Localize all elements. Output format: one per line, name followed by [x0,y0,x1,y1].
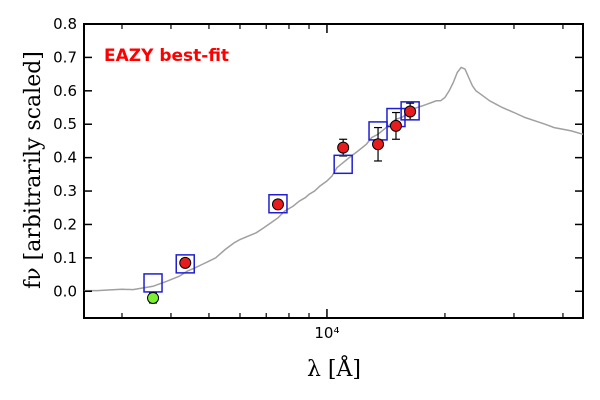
observed-point [147,291,160,304]
x-axis-label: λ [Å] [307,354,361,382]
y-tick-label: 0.4 [53,149,77,167]
y-tick-label: 0.7 [53,48,77,66]
plot-frame [83,23,584,319]
y-tick-label: 0.5 [53,115,77,133]
y-tick-label: 0.1 [53,249,77,267]
model-box [400,101,420,121]
observed-point [389,119,402,132]
y-tick-label: 0.3 [53,182,77,200]
y-axis-label: fν [arbitrarily scaled] [21,51,46,289]
y-tick-label: 0.2 [53,215,77,233]
tick-layer: 0.0 0.1 0.2 0.3 0.4 0.5 0.6 0.7 0.8 10⁴ [53,15,583,342]
observed-point [271,198,284,211]
model-box [143,273,163,293]
y-tick-label: 0.8 [53,15,77,33]
observed-point-layer [147,105,417,304]
annotation-label: EAZY best-fit [104,46,229,66]
plot-frame-layer [83,23,584,319]
model-box [333,154,353,175]
observed-point [179,256,192,269]
sed-line-layer [84,66,584,292]
y-tick-label: 0.6 [53,82,77,100]
observed-point [337,141,350,154]
y-tick-label: 0.0 [53,282,77,300]
observed-point [404,105,417,118]
x-tick-label: 10⁴ [314,324,339,342]
observed-point [372,138,385,151]
sed-line [84,66,584,292]
model-box [268,193,288,214]
model-box [175,254,195,274]
